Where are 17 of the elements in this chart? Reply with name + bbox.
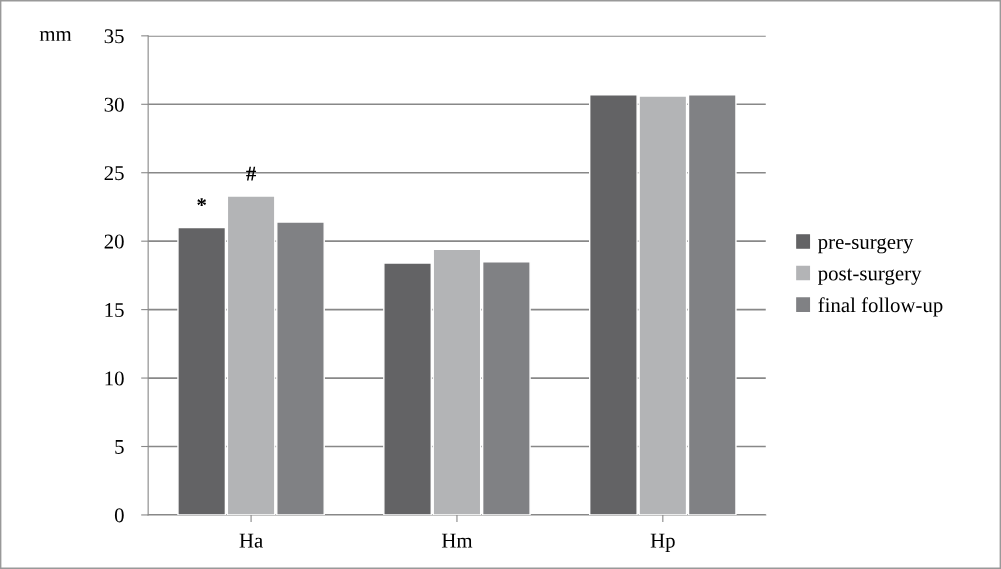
annotation: * (197, 198, 207, 207)
y-tick-label: 10 (105, 371, 124, 386)
x-tick-label: Hp (650, 533, 675, 552)
legend-label: final follow-up (818, 297, 943, 317)
y-axis-title: mm (39, 31, 72, 41)
y-tick-label: 25 (104, 166, 124, 181)
y-tick-label: 5 (115, 440, 124, 454)
legend-label: post-surgery (818, 268, 922, 285)
y-tick-label: 15 (105, 303, 124, 318)
legend-label: pre-surgery (818, 238, 914, 254)
y-tick-label: 35 (104, 29, 124, 44)
y-tick-label: 20 (104, 234, 124, 249)
y-tick-label: 30 (104, 97, 124, 112)
annotation: # (246, 166, 257, 181)
x-tick-label: Ha (239, 533, 263, 548)
x-tick-label: Hm (441, 533, 473, 548)
y-tick-label: 0 (114, 508, 124, 523)
